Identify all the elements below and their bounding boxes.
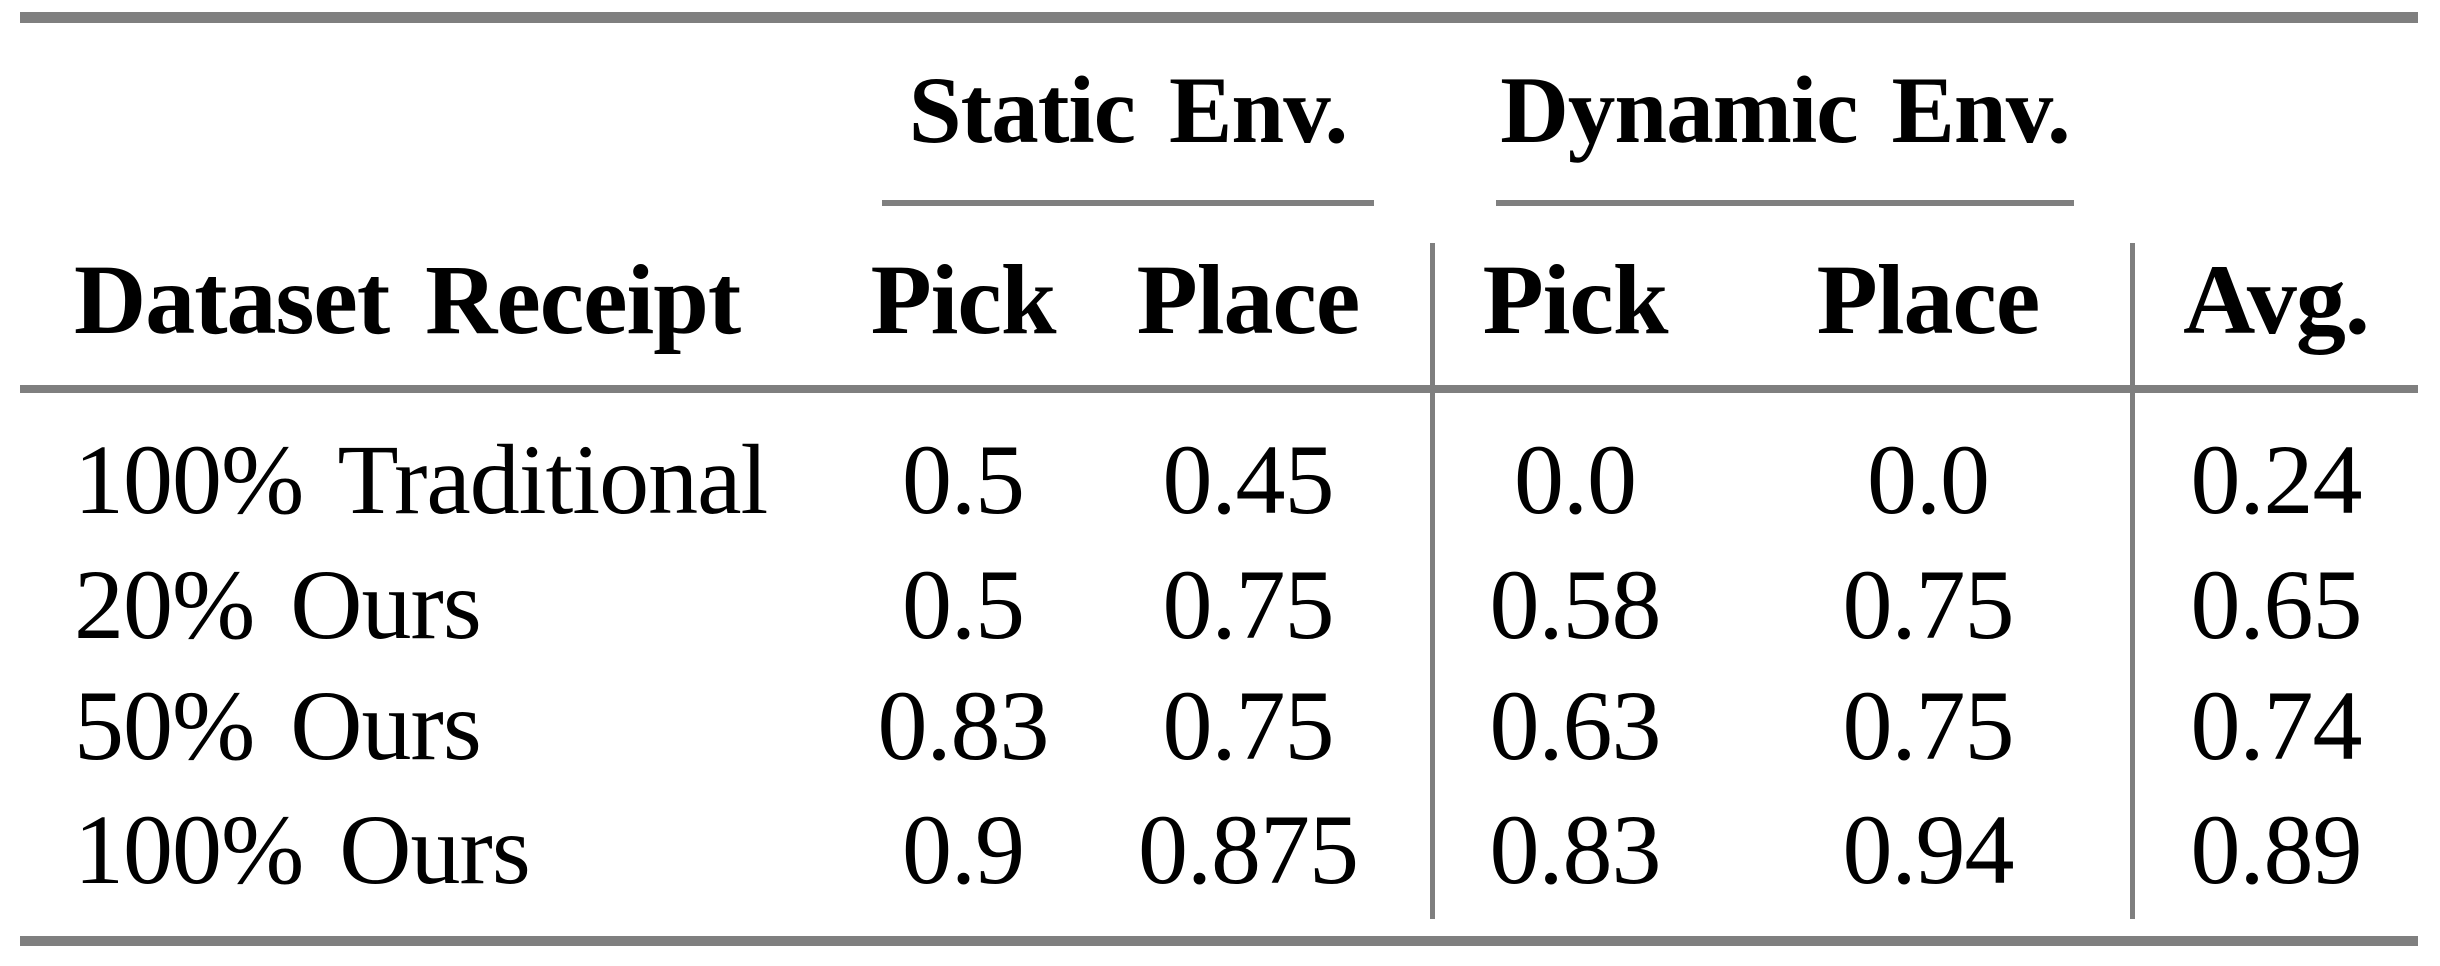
column-group-header-static-env: Static Env.	[908, 57, 1349, 163]
header-dynamic-place: Place	[1816, 244, 2041, 355]
vertical-rule-dynamic-avg	[2130, 243, 2135, 919]
cell-static-place: 0.75	[1162, 549, 1335, 660]
cell-dynamic-pick: 0.0	[1514, 424, 1637, 535]
cell-avg: 0.89	[2190, 794, 2363, 905]
cell-avg: 0.24	[2190, 424, 2363, 535]
cell-dynamic-place: 0.75	[1842, 670, 2015, 781]
cell-dynamic-place: 0.0	[1867, 424, 1990, 535]
row-label: 100% Ours	[74, 794, 531, 905]
cell-static-pick: 0.5	[902, 424, 1025, 535]
bottom-rule	[20, 936, 2418, 946]
row-label: 50% Ours	[74, 670, 482, 781]
column-group-header-dynamic-env: Dynamic Env.	[1500, 57, 2071, 163]
cell-dynamic-pick: 0.63	[1489, 670, 1662, 781]
header-static-place: Place	[1136, 244, 1361, 355]
cell-static-pick: 0.5	[902, 549, 1025, 660]
cell-dynamic-place: 0.94	[1842, 794, 2015, 905]
cell-avg: 0.65	[2190, 549, 2363, 660]
top-rule	[20, 12, 2418, 23]
cmidrule-static-env	[882, 200, 1374, 206]
table-row: 100% Traditional 0.5 0.45 0.0 0.0 0.24	[0, 425, 2440, 535]
column-header-row: Dataset Receipt Pick Place Pick Place Av…	[0, 245, 2440, 355]
table-row: 50% Ours 0.83 0.75 0.63 0.75 0.74	[0, 671, 2440, 781]
cell-dynamic-place: 0.75	[1842, 549, 2015, 660]
cell-static-pick: 0.83	[877, 670, 1050, 781]
cell-dynamic-pick: 0.58	[1489, 549, 1662, 660]
cmidrule-dynamic-env	[1496, 200, 2074, 206]
cell-static-pick: 0.9	[902, 794, 1025, 905]
row-label: 100% Traditional	[74, 424, 768, 535]
header-static-pick: Pick	[870, 244, 1057, 355]
table-row: 100% Ours 0.9 0.875 0.83 0.94 0.89	[0, 795, 2440, 905]
row-label: 20% Ours	[74, 549, 482, 660]
header-dynamic-pick: Pick	[1482, 244, 1669, 355]
header-avg: Avg.	[2183, 244, 2370, 355]
cell-static-place: 0.45	[1162, 424, 1335, 535]
table-row: 20% Ours 0.5 0.75 0.58 0.75 0.65	[0, 550, 2440, 660]
mid-rule	[20, 385, 2418, 393]
cell-avg: 0.74	[2190, 670, 2363, 781]
cell-static-place: 0.875	[1138, 794, 1359, 905]
cell-static-place: 0.75	[1162, 670, 1335, 781]
header-dataset-receipt: Dataset Receipt	[74, 244, 741, 355]
vertical-rule-static-dynamic	[1430, 243, 1435, 919]
cell-dynamic-pick: 0.83	[1489, 794, 1662, 905]
